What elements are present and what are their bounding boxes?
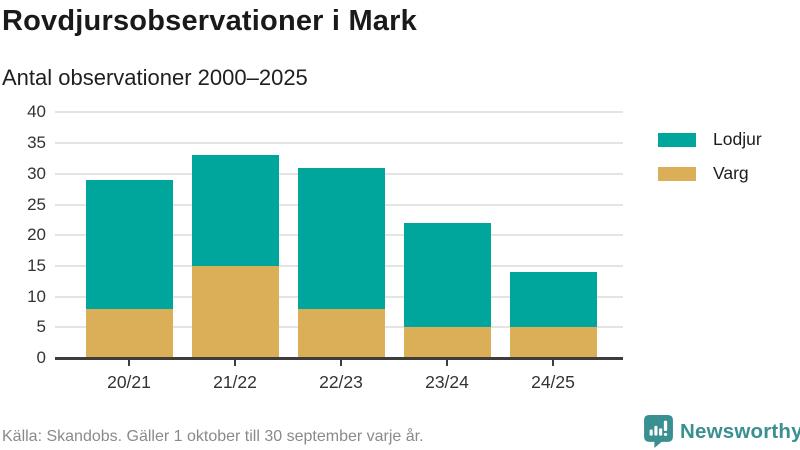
- y-axis-label-40: 40: [27, 102, 46, 122]
- x-tick-20-21: [128, 360, 130, 366]
- y-axis-label-30: 30: [27, 163, 46, 183]
- legend-label-varg: Varg: [713, 163, 749, 183]
- y-axis-label-15: 15: [27, 255, 46, 275]
- y-axis-label-35: 35: [27, 133, 46, 153]
- x-tick-22-23: [340, 360, 342, 366]
- bar-22-23-lodjur: [297, 167, 385, 309]
- x-axis-label-22-23: 22/23: [319, 372, 363, 392]
- legend-label-lodjur: Lodjur: [713, 129, 762, 149]
- y-axis-label-20: 20: [27, 225, 46, 245]
- legend-swatch-varg: [658, 166, 696, 181]
- y-axis-label-0: 0: [36, 348, 46, 367]
- y-axis-label-5: 5: [36, 317, 46, 337]
- x-axis-label-23-24: 23/24: [425, 372, 469, 392]
- y-axis-label-10: 10: [27, 286, 46, 306]
- bar-20-21-lodjur: [85, 179, 173, 309]
- x-axis-label-21-22: 21/22: [213, 372, 257, 392]
- page-title: Rovdjursobservationer i Mark: [2, 5, 417, 37]
- x-axis-line: [55, 357, 623, 360]
- bar-22-23-varg: [297, 308, 385, 358]
- x-axis-label-20-21: 20/21: [107, 372, 151, 392]
- x-tick-24-25: [552, 360, 554, 366]
- bar-24-25-lodjur: [509, 272, 597, 328]
- bar-21-22-lodjur: [191, 155, 279, 266]
- chart-subtitle: Antal observationer 2000–2025: [2, 65, 308, 90]
- legend-swatch-lodjur: [658, 132, 696, 147]
- gridline-35: [55, 142, 623, 145]
- legend-item-varg: Varg: [658, 163, 762, 184]
- bar-23-24-lodjur: [403, 222, 491, 328]
- bar-24-25-varg: [509, 327, 597, 358]
- bar-20-21-varg: [85, 308, 173, 358]
- y-axis-label-25: 25: [27, 194, 46, 214]
- legend: Lodjur Varg: [658, 129, 762, 197]
- newsworthy-wordmark: Newsworthy: [680, 419, 800, 443]
- gridline-40: [55, 111, 623, 114]
- bar-chart-speech-bubble-icon: [644, 415, 673, 448]
- source-note: Källa: Skandobs. Gäller 1 oktober till 3…: [2, 428, 424, 445]
- x-tick-21-22: [234, 360, 236, 366]
- bar-23-24-varg: [403, 327, 491, 358]
- stacked-bar-chart: 0 5 10 15 20 25 30 35 40 20/21 21/22 22/23 23/24 24/2…: [0, 95, 660, 405]
- x-axis-label-24-25: 24/25: [531, 372, 575, 392]
- legend-item-lodjur: Lodjur: [658, 129, 762, 150]
- newsworthy-logo: Newsworthy: [644, 415, 800, 448]
- bar-21-22-varg: [191, 265, 279, 358]
- x-tick-23-24: [446, 360, 448, 366]
